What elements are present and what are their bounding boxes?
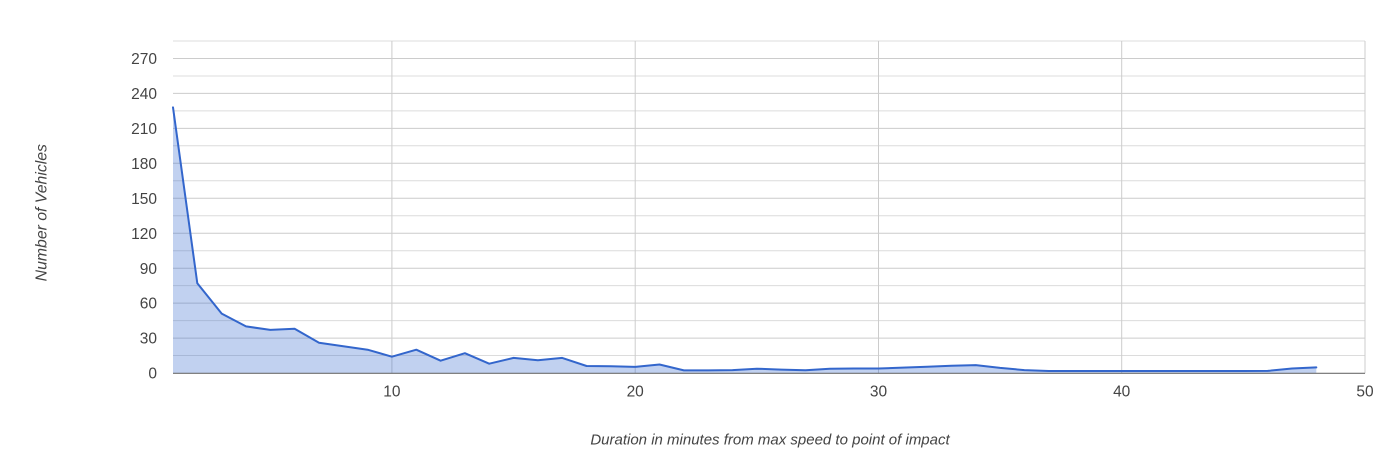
svg-text:Number of Vehicles: Number of Vehicles (34, 144, 51, 281)
svg-text:270: 270 (131, 51, 157, 68)
svg-text:240: 240 (131, 86, 157, 103)
svg-text:0: 0 (148, 366, 157, 383)
svg-text:180: 180 (131, 156, 157, 173)
svg-text:20: 20 (627, 384, 645, 401)
svg-text:40: 40 (1113, 384, 1131, 401)
svg-text:120: 120 (131, 226, 157, 243)
svg-text:10: 10 (383, 384, 401, 401)
svg-text:30: 30 (140, 331, 158, 348)
svg-text:Duration in minutes from max s: Duration in minutes from max speed to po… (590, 432, 950, 449)
svg-text:50: 50 (1356, 384, 1374, 401)
svg-text:210: 210 (131, 121, 157, 138)
svg-text:90: 90 (140, 261, 158, 278)
svg-text:150: 150 (131, 191, 157, 208)
svg-text:60: 60 (140, 296, 158, 313)
svg-text:30: 30 (870, 384, 888, 401)
